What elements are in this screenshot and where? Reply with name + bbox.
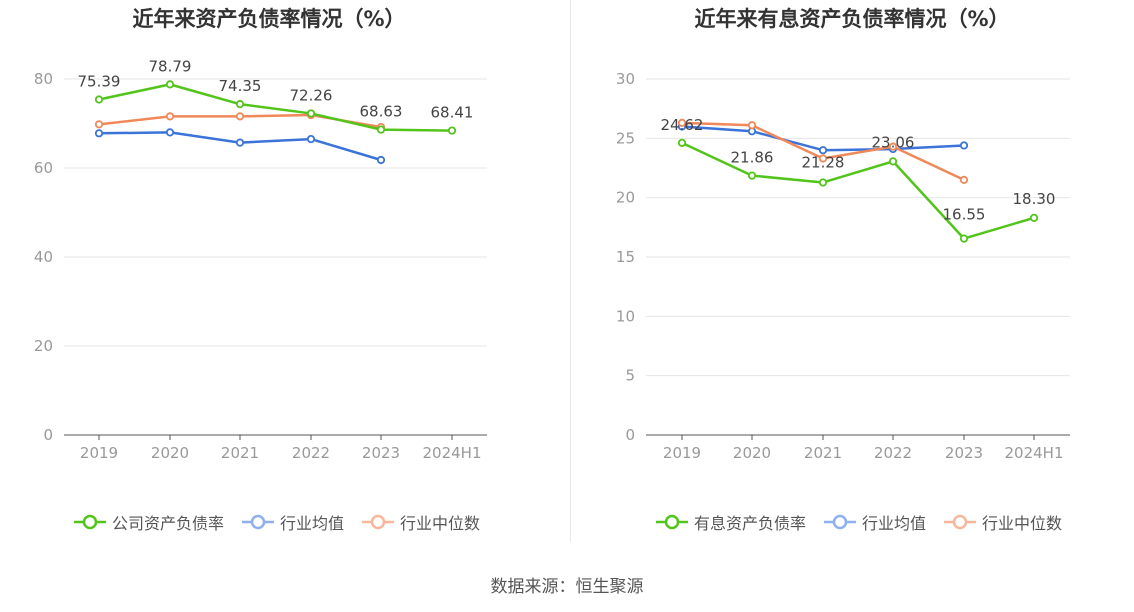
data-point xyxy=(165,80,175,89)
x-tick-label: 2019 xyxy=(80,444,118,462)
chart-title: 近年来资产负债率情况（%） xyxy=(132,7,405,31)
x-tick-label: 2023 xyxy=(945,444,983,462)
data-point xyxy=(306,134,316,144)
legend-swatch-icon xyxy=(362,514,395,530)
data-point xyxy=(818,154,828,163)
data-point xyxy=(376,125,386,134)
y-tick-label: 20 xyxy=(616,189,635,207)
y-tick-label: 0 xyxy=(43,426,53,444)
series-line xyxy=(681,141,1035,240)
y-tick-label: 30 xyxy=(616,70,635,88)
y-tick-label: 25 xyxy=(616,129,635,147)
legend-swatch-icon xyxy=(824,514,857,530)
data-point xyxy=(235,100,245,109)
data-point xyxy=(376,155,386,165)
data-source: 数据来源：恒生聚源 xyxy=(490,577,644,597)
data-point xyxy=(888,142,898,151)
x-tick-label: 2024H1 xyxy=(423,444,482,462)
data-label: 78.79 xyxy=(149,57,192,75)
data-point xyxy=(235,138,245,147)
legend-item[interactable]: 行业中位数 xyxy=(944,510,1062,534)
x-tick-label: 2022 xyxy=(292,444,330,462)
data-point xyxy=(1029,213,1039,222)
x-tick-label: 2022 xyxy=(874,444,912,462)
data-label: 21.28 xyxy=(802,153,845,171)
data-label: 75.39 xyxy=(78,73,121,91)
y-tick-label: 60 xyxy=(34,159,53,177)
data-point xyxy=(959,175,969,184)
data-label: 68.41 xyxy=(431,104,474,122)
legend-label: 行业中位数 xyxy=(400,514,481,533)
legend-label: 行业均值 xyxy=(280,514,345,533)
x-tick-label: 2020 xyxy=(151,444,189,462)
legend-left: 公司资产负债率 行业均值 行业中位数 xyxy=(74,510,480,534)
data-label: 23.06 xyxy=(872,133,915,151)
data-point xyxy=(959,234,969,243)
data-point xyxy=(165,128,175,137)
data-point xyxy=(818,178,828,187)
data-point xyxy=(818,146,828,155)
data-label: 16.55 xyxy=(943,206,986,224)
data-label: 24.62 xyxy=(661,116,704,134)
legend-item[interactable]: 行业均值 xyxy=(824,510,926,534)
data-label: 68.63 xyxy=(360,103,403,121)
y-tick-label: 80 xyxy=(34,70,53,88)
data-point xyxy=(165,112,175,121)
data-point xyxy=(959,141,969,150)
data-point xyxy=(306,109,316,118)
data-point xyxy=(94,129,104,138)
legend-right: 有息资产负债率 行业均值 行业中位数 xyxy=(656,510,1062,534)
legend-item[interactable]: 行业均值 xyxy=(242,510,344,534)
data-label: 21.86 xyxy=(731,149,774,167)
y-tick-label: 15 xyxy=(616,248,635,266)
x-tick-label: 2023 xyxy=(362,444,400,462)
legend-swatch-icon xyxy=(74,514,106,530)
data-label: 18.30 xyxy=(1013,190,1056,208)
data-point xyxy=(235,112,245,121)
data-point xyxy=(94,95,104,104)
y-tick-label: 40 xyxy=(34,248,53,266)
legend-item[interactable]: 行业中位数 xyxy=(362,510,480,534)
legend-item[interactable]: 有息资产负债率 xyxy=(656,510,806,534)
data-point xyxy=(94,120,104,129)
y-tick-label: 5 xyxy=(625,367,635,385)
data-label: 72.26 xyxy=(290,86,333,104)
x-tick-label: 2024H1 xyxy=(1005,444,1064,462)
y-tick-label: 0 xyxy=(625,426,635,444)
y-tick-label: 20 xyxy=(34,337,53,355)
chart-title: 近年来有息资产负债率情况（%） xyxy=(694,7,1009,31)
x-tick-label: 2021 xyxy=(221,444,259,462)
legend-swatch-icon xyxy=(656,514,688,530)
legend-label: 行业中位数 xyxy=(982,514,1063,533)
x-tick-label: 2020 xyxy=(733,444,771,462)
data-point xyxy=(888,157,898,166)
legend-label: 行业均值 xyxy=(862,514,927,533)
legend-label: 有息资产负债率 xyxy=(694,514,807,533)
legend-item[interactable]: 公司资产负债率 xyxy=(74,510,224,534)
data-point xyxy=(447,126,457,135)
data-point xyxy=(677,118,687,128)
legend-swatch-icon xyxy=(242,514,275,530)
panel-divider xyxy=(570,0,571,542)
series-line xyxy=(98,83,453,132)
legend-label: 公司资产负债率 xyxy=(112,514,225,533)
x-tick-label: 2019 xyxy=(663,444,701,462)
data-point xyxy=(747,121,757,130)
legend-swatch-icon xyxy=(944,514,977,530)
data-point xyxy=(677,138,687,147)
y-tick-label: 10 xyxy=(616,307,635,325)
charts-canvas: 近年来资产负债率情况（%） 0 20 40 60 80 2019 2020 2021 2022 20… xyxy=(34,7,1070,462)
data-label: 74.35 xyxy=(219,77,262,95)
data-point xyxy=(747,171,757,180)
x-tick-label: 2021 xyxy=(804,444,842,462)
